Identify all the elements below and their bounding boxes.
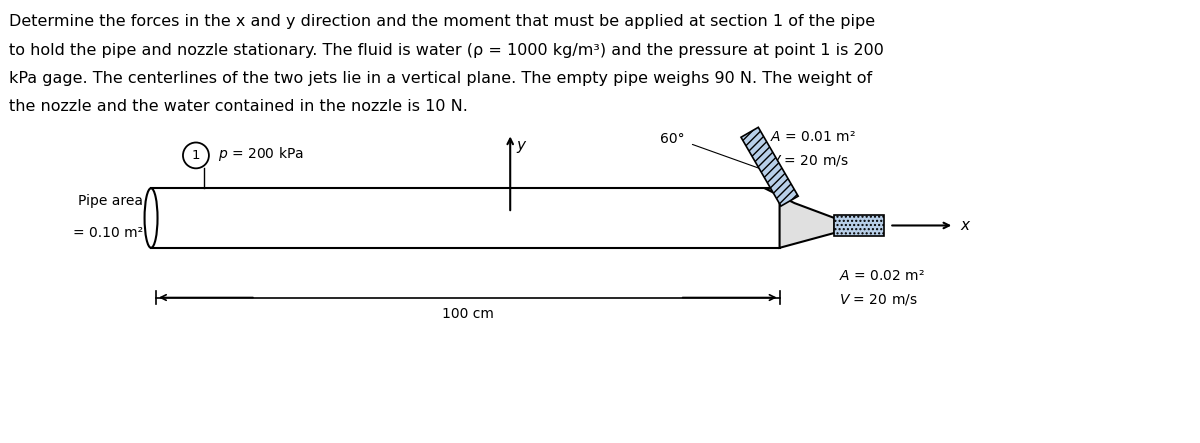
Text: Determine the forces in the x and y direction and the moment that must be applie: Determine the forces in the x and y dire… (10, 14, 876, 29)
Text: $V$ = 20 m/s: $V$ = 20 m/s (840, 292, 918, 307)
Text: the nozzle and the water contained in the nozzle is 10 N.: the nozzle and the water contained in th… (10, 99, 468, 114)
Text: 1: 1 (192, 149, 200, 162)
Text: x: x (960, 218, 970, 233)
Text: kPa gage. The centerlines of the two jets lie in a vertical plane. The empty pip: kPa gage. The centerlines of the two jet… (10, 71, 872, 86)
Text: 100 cm: 100 cm (442, 307, 493, 322)
Polygon shape (151, 188, 780, 248)
Ellipse shape (144, 188, 157, 248)
Polygon shape (764, 188, 834, 248)
Text: $V$ = 20 m/s: $V$ = 20 m/s (769, 153, 848, 168)
Text: 60°: 60° (660, 132, 685, 145)
Text: = 0.10 m²: = 0.10 m² (73, 226, 143, 240)
Text: y: y (516, 137, 526, 152)
Text: $A$ = 0.02 m²: $A$ = 0.02 m² (840, 268, 925, 283)
Text: $p$ = 200 kPa: $p$ = 200 kPa (218, 145, 304, 163)
Polygon shape (742, 127, 798, 206)
Text: Pipe area: Pipe area (78, 194, 143, 208)
Text: $A$ = 0.01 m²: $A$ = 0.01 m² (769, 129, 856, 144)
Text: to hold the pipe and nozzle stationary. The fluid is water (ρ = 1000 kg/m³) and : to hold the pipe and nozzle stationary. … (10, 43, 884, 58)
Polygon shape (834, 214, 884, 237)
